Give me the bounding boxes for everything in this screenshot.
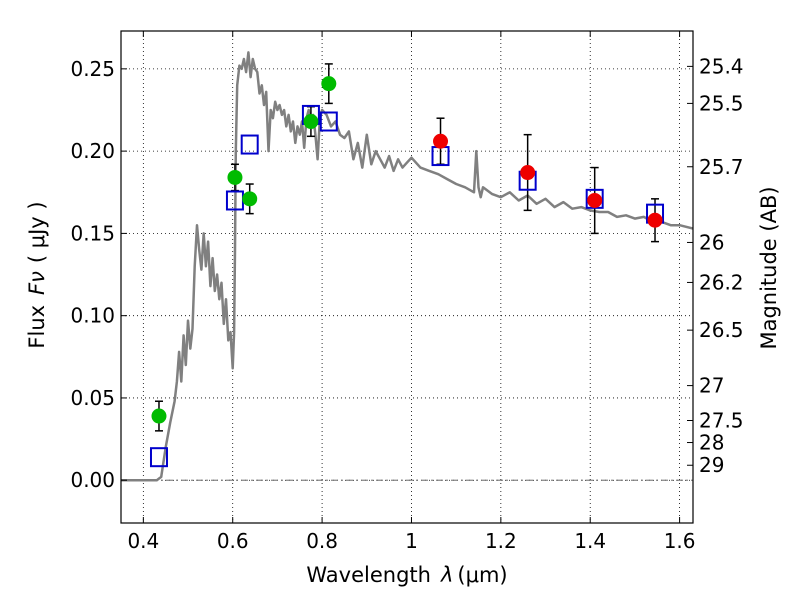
green-point: [321, 76, 337, 92]
y-tick-labels: 0.00 0.05 0.10 0.15 0.20 0.25: [70, 57, 115, 492]
y2-tick-label: 27.5: [699, 408, 744, 432]
y2-axis-label: Magnitude (AB): [757, 186, 781, 349]
x-tick-label: 1.6: [664, 529, 696, 553]
x-axis-label-unit: (μm): [457, 563, 507, 587]
y2-tick-label: 28: [699, 431, 724, 455]
y2-tick-label: 27: [699, 374, 724, 398]
y-tick-label: 0.20: [70, 139, 115, 163]
green-point: [303, 114, 319, 130]
plot-frame: [120, 30, 694, 524]
model-spectrum-line: [121, 51, 693, 482]
model-spectrum-curve: [121, 51, 693, 482]
y-tick-label: 0.05: [70, 386, 115, 410]
y-axis-label-text: Flux: [25, 305, 49, 349]
y2-tick-label: 26.2: [699, 270, 744, 294]
axis-ticks: [121, 31, 693, 523]
model-squares: [149, 104, 665, 468]
green-photometry-points: [151, 76, 337, 424]
y2-tick-label: 29: [699, 453, 724, 477]
red-point: [587, 192, 603, 208]
model-square: [240, 134, 259, 155]
y-tick-label: 0.15: [70, 221, 115, 245]
y-axis-label-unit: ( μJy ): [25, 201, 49, 263]
green-point: [227, 169, 243, 185]
y2-tick-label: 25.5: [699, 91, 744, 115]
x-axis-label-text: Wavelength: [306, 563, 431, 587]
x-tick-label: 1: [405, 529, 418, 553]
y-axis-label-symbol: Fν: [25, 271, 49, 295]
x-axis-label-symbol: λ: [440, 563, 453, 587]
x-tick-label: 1.2: [485, 529, 517, 553]
x-tick-labels: 0.4 0.6 0.8 1 1.2 1.4 1.6: [127, 529, 695, 553]
y2-tick-label: 26.5: [699, 318, 744, 342]
red-point: [647, 212, 663, 228]
x-tick-label: 1.4: [574, 529, 606, 553]
red-point: [520, 165, 536, 181]
red-point: [433, 133, 449, 149]
y-axis-label: Flux Fν ( μJy ): [25, 201, 49, 348]
plot-background: [121, 31, 693, 523]
y-tick-label: 0.25: [70, 57, 115, 81]
x-axis-label: Wavelength λ (μm): [306, 563, 507, 587]
x-tick-label: 0.8: [306, 529, 338, 553]
x-tick-label: 0.6: [217, 529, 249, 553]
y2-tick-label: 25.7: [699, 155, 744, 179]
model-square: [149, 447, 168, 468]
green-point: [151, 408, 167, 424]
red-photometry-points: [433, 133, 663, 228]
y-tick-label: 0.10: [70, 304, 115, 328]
y-tick-label: 0.00: [70, 468, 115, 492]
y2-tick-label: 26: [699, 230, 724, 254]
green-point: [242, 191, 258, 207]
model-square: [319, 111, 338, 132]
y2-tick-label: 25.4: [699, 54, 744, 78]
x-tick-label: 0.4: [127, 529, 159, 553]
